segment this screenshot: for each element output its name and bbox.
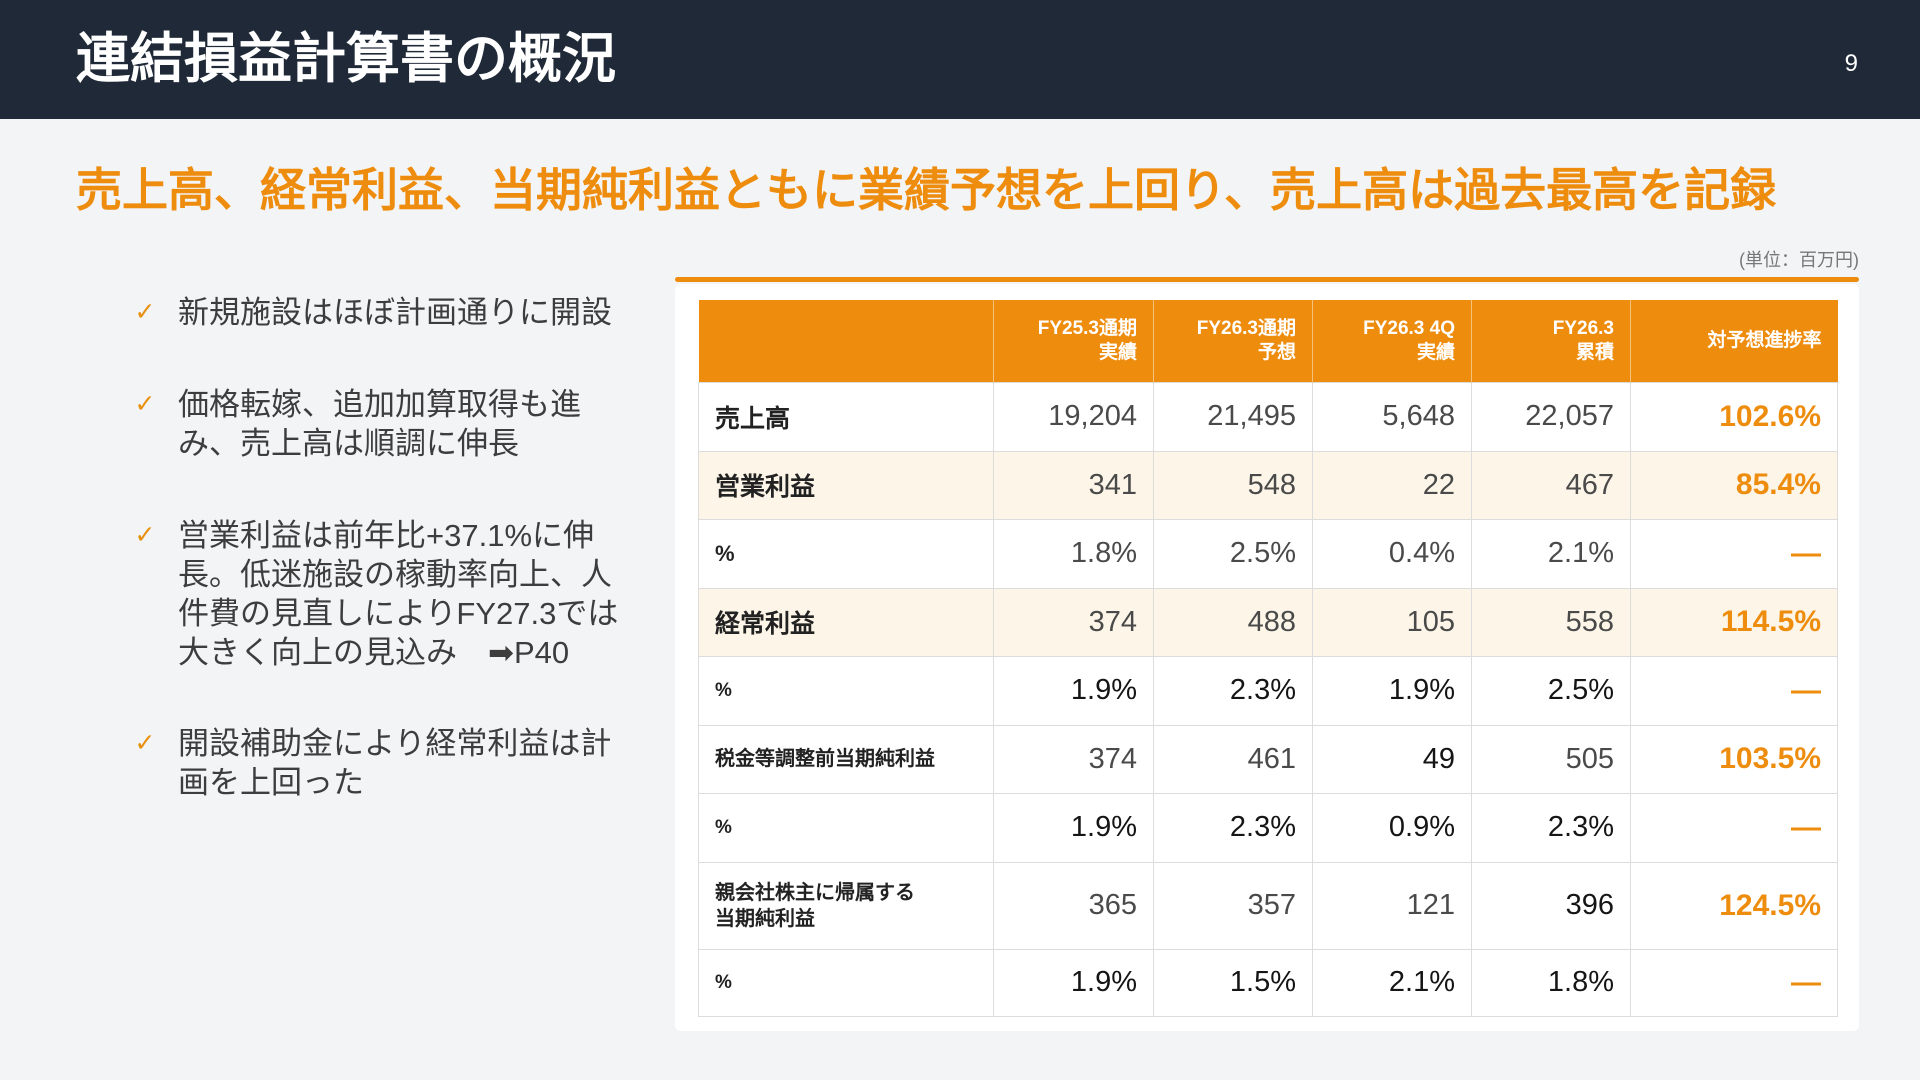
table-row: % 1.8% 2.5% 0.4% 2.1% — — [698, 518, 1838, 589]
value-cell: 1.5% — [1153, 948, 1313, 1017]
row-label: 経常利益 — [698, 587, 994, 657]
value-cell: 357 — [1153, 861, 1313, 950]
check-icon — [130, 516, 160, 555]
row-label: 営業利益 — [698, 450, 994, 520]
value-cell: 467 — [1471, 450, 1631, 520]
progress-cell: — — [1630, 655, 1838, 726]
value-cell: 341 — [993, 450, 1154, 520]
title-bar: 連結損益計算書の概況 9 — [0, 0, 1920, 119]
value-cell: 121 — [1312, 861, 1472, 950]
row-label: 売上高 — [698, 381, 994, 452]
value-cell: 374 — [993, 724, 1154, 794]
value-cell: 1.8% — [993, 518, 1154, 589]
row-label: % — [698, 655, 994, 726]
value-cell: 1.9% — [993, 655, 1154, 726]
table-row: 親会社株主に帰属する 当期純利益 365 357 121 396 124.5% — [698, 861, 1838, 950]
row-label: 税金等調整前当期純利益 — [698, 724, 994, 794]
column-header: FY25.3通期 実績 — [993, 300, 1154, 382]
value-cell: 461 — [1153, 724, 1313, 794]
row-label: % — [698, 792, 994, 863]
value-cell: 0.9% — [1312, 792, 1472, 863]
progress-cell: 114.5% — [1630, 587, 1838, 657]
value-cell: 2.5% — [1153, 518, 1313, 589]
value-cell: 2.1% — [1471, 518, 1631, 589]
bullet-text: 開設補助金により経常利益は計 画を上回った — [178, 726, 612, 800]
check-icon — [130, 293, 160, 332]
value-cell: 1.8% — [1471, 948, 1631, 1017]
value-cell: 505 — [1471, 724, 1631, 794]
bullet-text: 営業利益は前年比+37.1%に伸 長。低迷施設の稼動率向上、人 件費の見直しによ… — [178, 518, 619, 670]
progress-cell: 124.5% — [1630, 861, 1838, 950]
progress-cell: — — [1630, 792, 1838, 863]
value-cell: 2.1% — [1312, 948, 1472, 1017]
value-cell: 19,204 — [993, 381, 1154, 452]
progress-cell: 103.5% — [1630, 724, 1838, 794]
value-cell: 1.9% — [1312, 655, 1472, 726]
column-header: FY26.3 累積 — [1471, 300, 1631, 382]
table-row: 経常利益 374 488 105 558 114.5% — [698, 587, 1838, 657]
value-cell: 2.5% — [1471, 655, 1631, 726]
value-cell: 396 — [1471, 861, 1631, 950]
table-row: 営業利益 341 548 22 467 85.4% — [698, 450, 1838, 520]
value-cell: 1.9% — [993, 792, 1154, 863]
value-cell: 558 — [1471, 587, 1631, 657]
progress-cell: 102.6% — [1630, 381, 1838, 452]
value-cell: 2.3% — [1153, 792, 1313, 863]
accent-divider — [675, 277, 1859, 282]
table-row: % 1.9% 1.5% 2.1% 1.8% — — [698, 948, 1838, 1017]
value-cell: 548 — [1153, 450, 1313, 520]
table-header-row: FY25.3通期 実績 FY26.3通期 予想 FY26.3 4Q 実績 FY2… — [698, 300, 1838, 382]
value-cell: 0.4% — [1312, 518, 1472, 589]
value-cell: 21,495 — [1153, 381, 1313, 452]
table-row: % 1.9% 2.3% 0.9% 2.3% — — [698, 792, 1838, 863]
column-header: FY26.3通期 予想 — [1153, 300, 1313, 382]
value-cell: 488 — [1153, 587, 1313, 657]
page-title: 連結損益計算書の概況 — [76, 29, 616, 89]
progress-cell: — — [1630, 518, 1838, 589]
value-cell: 365 — [993, 861, 1154, 950]
table-row: 税金等調整前当期純利益 374 461 49 505 103.5% — [698, 724, 1838, 794]
headline: 売上高、経常利益、当期純利益ともに業績予想を上回り、売上高は過去最高を記録 — [76, 164, 1777, 216]
bullet-text: 新規施設はほぼ計画通りに開設 — [178, 295, 612, 330]
check-icon — [130, 724, 160, 763]
value-cell: 49 — [1312, 724, 1472, 794]
value-cell: 2.3% — [1153, 655, 1313, 726]
value-cell: 374 — [993, 587, 1154, 657]
value-cell: 2.3% — [1471, 792, 1631, 863]
value-cell: 105 — [1312, 587, 1472, 657]
progress-cell: 85.4% — [1630, 450, 1838, 520]
check-icon — [130, 385, 160, 424]
column-header — [698, 300, 994, 382]
value-cell: 22 — [1312, 450, 1472, 520]
row-label: % — [698, 518, 994, 589]
row-label: 親会社株主に帰属する 当期純利益 — [698, 861, 994, 950]
income-statement-table: FY25.3通期 実績 FY26.3通期 予想 FY26.3 4Q 実績 FY2… — [698, 300, 1838, 1017]
table-row: 売上高 19,204 21,495 5,648 22,057 102.6% — [698, 381, 1838, 452]
column-header: FY26.3 4Q 実績 — [1312, 300, 1472, 382]
value-cell: 22,057 — [1471, 381, 1631, 452]
row-label: % — [698, 948, 994, 1017]
column-header: 対予想進捗率 — [1630, 300, 1838, 382]
value-cell: 1.9% — [993, 948, 1154, 1017]
bullet-text: 価格転嫁、追加加算取得も進 み、売上高は順調に伸長 — [178, 387, 581, 461]
page-number: 9 — [1844, 50, 1858, 77]
table-row: % 1.9% 2.3% 1.9% 2.5% — — [698, 655, 1838, 726]
value-cell: 5,648 — [1312, 381, 1472, 452]
unit-label: (単位：百万円) — [1739, 250, 1859, 270]
progress-cell: — — [1630, 948, 1838, 1017]
